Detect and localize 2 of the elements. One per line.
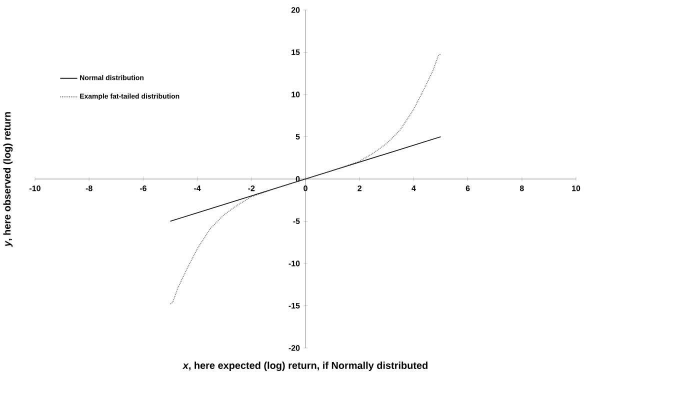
y-axis-title: y, here observed (log) return: [3, 112, 13, 247]
x-axis-title: x, here expected (log) return, if Normally distributed: [182, 362, 428, 371]
